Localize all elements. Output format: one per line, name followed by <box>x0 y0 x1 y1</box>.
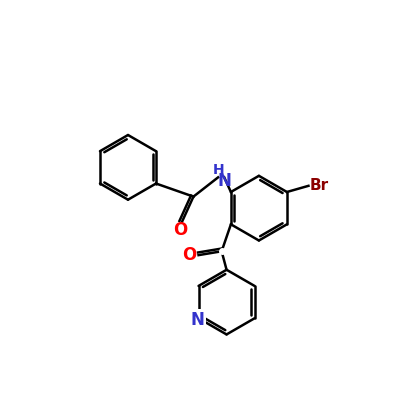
Text: O: O <box>173 221 188 239</box>
Text: Br: Br <box>310 178 329 193</box>
Text: N: N <box>190 311 204 329</box>
Text: N: N <box>217 172 231 190</box>
Text: O: O <box>182 246 196 264</box>
Text: H: H <box>212 163 224 177</box>
